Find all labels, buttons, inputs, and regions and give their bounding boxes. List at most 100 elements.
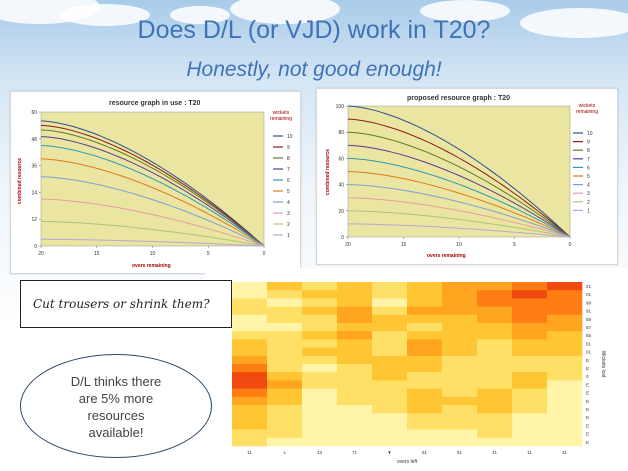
y-tick-label: 36 [31, 164, 37, 170]
legend-label: 7 [287, 167, 290, 173]
heatmap-cell [442, 388, 478, 398]
heatmap-cell [302, 331, 338, 340]
x-tick-label: x [283, 450, 286, 455]
heatmap-cell [512, 282, 548, 291]
heatmap-cell [442, 339, 478, 348]
heatmap-cell [337, 421, 373, 430]
heatmap-cell [267, 396, 303, 406]
heatmap-cell [512, 380, 548, 389]
slide-subtitle: Honestly, not good enough! [186, 58, 442, 81]
y-tick-label: E [586, 366, 589, 371]
heatmap-cell [407, 298, 443, 307]
legend-label: 2 [587, 200, 590, 206]
heatmap-cell [477, 323, 513, 332]
heatmap-cell [512, 388, 548, 398]
heatmap-cell [337, 298, 373, 307]
y-tick-label: 100 [336, 104, 345, 110]
legend-label: 6 [287, 178, 290, 184]
y-tick-label: 89 [586, 317, 592, 322]
heatmap-cell [337, 339, 373, 348]
heatmap-cell [372, 437, 408, 447]
heatmap-cell [512, 355, 548, 365]
heatmap-cell [407, 396, 443, 406]
heatmap-cell [547, 290, 583, 299]
heatmap-cell [477, 331, 513, 340]
x-tick-label: 20 [345, 242, 351, 248]
heatmap-cell [547, 331, 583, 340]
chart-title: resource graph in use : T20 [109, 100, 201, 107]
heatmap-cell [512, 364, 548, 373]
heatmap-cell [337, 380, 373, 389]
heatmap-cell [337, 347, 373, 357]
heatmap-cell [232, 339, 268, 348]
heatmap-cell [477, 298, 513, 307]
heatmap-cell [407, 413, 443, 422]
heatmap-cell [337, 429, 373, 439]
x-tick-label: 15 [401, 242, 407, 248]
heatmap-cell [232, 429, 268, 439]
heatmap-cell [407, 323, 443, 332]
y-tick-label: E [586, 358, 589, 363]
heatmap-cell [512, 290, 548, 299]
series-line [40, 145, 265, 247]
heatmap-cell [442, 437, 478, 447]
heatmap-cell [547, 380, 583, 389]
heatmap-cell [477, 372, 513, 381]
y-tick-label: 80 [338, 130, 344, 136]
heatmap-cell [512, 298, 548, 307]
heatmap-cell [267, 314, 303, 324]
cloud [170, 6, 230, 24]
heatmap-cell [547, 282, 583, 291]
heatmap-cell [442, 306, 478, 316]
series-line [40, 220, 265, 247]
heatmap-cell [302, 298, 338, 307]
y-tick-label: E [586, 432, 589, 437]
heatmap-cell [547, 323, 583, 332]
cloud [520, 8, 628, 38]
heatmap-cell [477, 421, 513, 430]
y-tick-label: E [586, 407, 589, 412]
x-tick-label: 15 [94, 251, 100, 257]
heatmap-cell [372, 339, 408, 348]
series-line [347, 171, 571, 238]
legend-label: 9 [287, 145, 290, 151]
heatmap-cell [512, 306, 548, 316]
slide-title: Does D/L (or VJD) work in T20? [137, 16, 491, 44]
y-tick-label: 12 [31, 217, 37, 223]
heatmap-cell [407, 437, 443, 447]
heatmap-cell [442, 413, 478, 422]
heatmap-cell [477, 290, 513, 299]
heatmap-cell [372, 429, 408, 439]
legend-label: 8 [587, 148, 590, 154]
heatmap-cell [477, 339, 513, 348]
heatmap-cell [232, 323, 268, 332]
oval-line: resources [87, 408, 145, 423]
cloud [230, 0, 340, 24]
x-tick-label: 41 [492, 450, 498, 455]
heatmap-cell [407, 306, 443, 316]
heatmap-cell [302, 314, 338, 324]
y-axis-label: combined resource [17, 157, 24, 205]
heatmap-cell [302, 388, 338, 398]
series-line [40, 176, 265, 247]
x-tick-label: 61 [457, 450, 463, 455]
heatmap-cell [372, 298, 408, 307]
heatmap-cell [407, 339, 443, 348]
x-axis-label: overs left [397, 459, 418, 465]
heatmap-cell [232, 347, 268, 357]
heatmap-cell [232, 421, 268, 430]
heatmap-cell [267, 388, 303, 398]
heatmap-cell [547, 306, 583, 316]
heatmap-cell [267, 306, 303, 316]
heatmap-cell [477, 437, 513, 447]
heatmap-cell [232, 331, 268, 340]
heatmap-cell [302, 380, 338, 389]
y-tick-label: 60 [31, 110, 37, 116]
heatmap-cell [442, 282, 478, 291]
heatmap-cell [232, 380, 268, 389]
y-tick-label: 55 [586, 333, 592, 338]
heatmap-cell [302, 396, 338, 406]
heatmap-cell [512, 437, 548, 447]
heatmap-cell [372, 355, 408, 365]
heatmap-cell [372, 413, 408, 422]
